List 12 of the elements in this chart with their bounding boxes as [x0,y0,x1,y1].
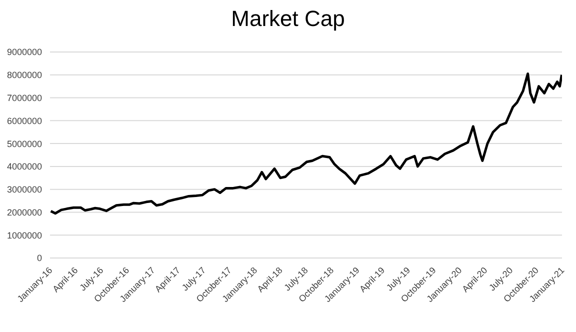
y-tick-label: 4000000 [6,162,42,172]
y-tick-label: 0 [36,253,42,264]
y-tick-label: 6000000 [6,116,42,126]
chart-title: Market Cap [230,6,346,32]
line-series [50,72,562,215]
y-tick-label: 8000000 [6,70,42,80]
y-tick-label: 5000000 [6,138,42,149]
y-tick-label: 9000000 [6,47,42,58]
y-tick-label: 7000000 [6,92,42,103]
y-tick-label: 2000000 [6,207,42,218]
y-tick-label: 3000000 [6,184,42,195]
y-tick-label: 1000000 [6,230,42,240]
